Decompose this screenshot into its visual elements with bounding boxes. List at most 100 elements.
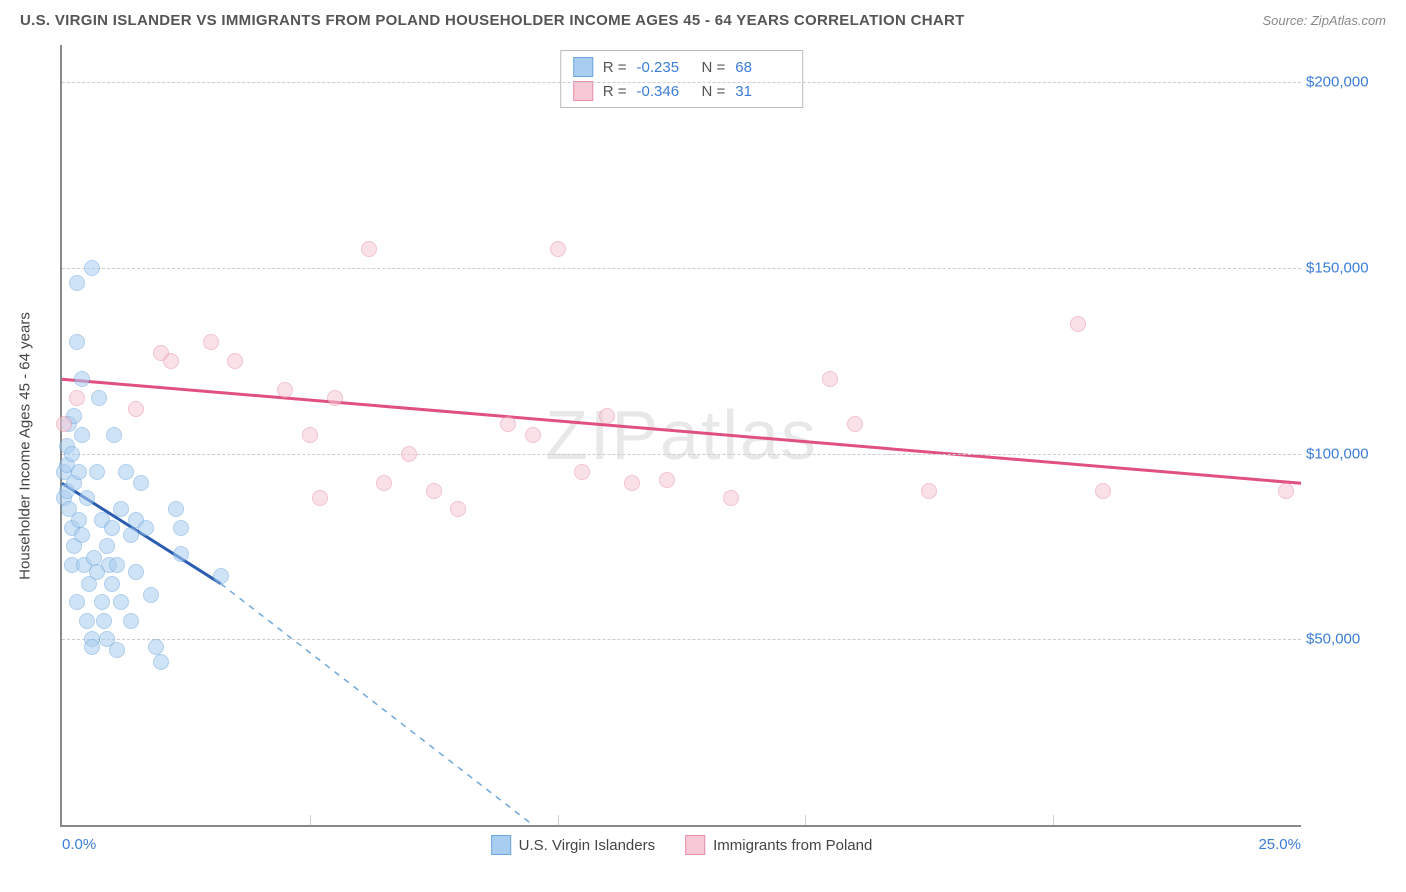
scatter-point [69,594,85,610]
n-value: 68 [735,59,790,76]
n-label: N = [702,59,726,76]
scatter-point [123,527,139,543]
legend-series-label: Immigrants from Poland [713,837,872,854]
n-value: 31 [735,83,790,100]
scatter-point [118,464,134,480]
scatter-point [227,353,243,369]
r-value: -0.346 [637,83,692,100]
scatter-point [163,353,179,369]
scatter-point [91,390,107,406]
scatter-point [104,520,120,536]
legend-series: U.S. Virgin Islanders Immigrants from Po… [491,835,873,855]
scatter-point [173,546,189,562]
scatter-point [128,564,144,580]
scatter-point [153,654,169,670]
legend-swatch [573,57,593,77]
grid-line-h [62,454,1301,455]
x-tick-max: 25.0% [1258,836,1301,853]
scatter-point [104,576,120,592]
scatter-point [173,520,189,536]
scatter-point [525,427,541,443]
legend-series-label: U.S. Virgin Islanders [519,837,655,854]
scatter-point [96,613,112,629]
scatter-point [113,594,129,610]
scatter-point [71,512,87,528]
scatter-point [94,594,110,610]
legend-series-item: U.S. Virgin Islanders [491,835,655,855]
grid-line-h [62,639,1301,640]
legend-swatch [685,835,705,855]
chart-header: U.S. VIRGIN ISLANDER VS IMMIGRANTS FROM … [0,0,1406,40]
legend-swatch [491,835,511,855]
trend-lines-svg [62,45,1301,825]
scatter-point [84,639,100,655]
legend-swatch [573,81,593,101]
scatter-point [133,475,149,491]
scatter-point [847,416,863,432]
trend-line [62,379,1301,483]
y-tick-label: $100,000 [1306,445,1396,462]
chart-source: Source: ZipAtlas.com [1262,13,1386,28]
x-tick-minor [805,815,806,825]
scatter-point [106,427,122,443]
y-tick-label: $200,000 [1306,74,1396,91]
x-tick-minor [558,815,559,825]
scatter-point [74,427,90,443]
scatter-point [168,501,184,517]
scatter-point [203,334,219,350]
scatter-point [128,401,144,417]
r-value: -0.235 [637,59,692,76]
chart-title: U.S. VIRGIN ISLANDER VS IMMIGRANTS FROM … [20,12,965,29]
legend-correlation: R = -0.235 N = 68 R = -0.346 N = 31 [560,50,804,108]
scatter-point [213,568,229,584]
scatter-point [148,639,164,655]
scatter-point [123,613,139,629]
scatter-point [550,241,566,257]
scatter-point [1095,483,1111,499]
scatter-point [89,464,105,480]
scatter-point [327,390,343,406]
scatter-point [109,557,125,573]
scatter-point [659,472,675,488]
scatter-point [723,490,739,506]
plot-area: ZIPatlas R = -0.235 N = 68 R = -0.346 N … [60,45,1301,827]
x-tick-minor [1053,815,1054,825]
scatter-point [113,501,129,517]
scatter-point [599,408,615,424]
scatter-point [64,446,80,462]
x-tick-minor [310,815,311,825]
scatter-point [69,334,85,350]
scatter-point [79,613,95,629]
scatter-point [277,382,293,398]
x-tick-min: 0.0% [62,836,96,853]
scatter-point [921,483,937,499]
legend-correlation-row: R = -0.235 N = 68 [573,55,791,79]
scatter-point [500,416,516,432]
scatter-point [401,446,417,462]
scatter-point [86,550,102,566]
scatter-point [74,527,90,543]
y-tick-label: $50,000 [1306,631,1396,648]
scatter-point [624,475,640,491]
r-label: R = [603,59,627,76]
legend-series-item: Immigrants from Poland [685,835,872,855]
y-axis-label: Householder Income Ages 45 - 64 years [17,312,34,580]
n-label: N = [702,83,726,100]
trend-line [221,584,533,825]
scatter-point [71,464,87,480]
scatter-point [79,490,95,506]
scatter-point [426,483,442,499]
scatter-point [109,642,125,658]
r-label: R = [603,83,627,100]
scatter-point [69,275,85,291]
grid-line-h [62,268,1301,269]
scatter-point [376,475,392,491]
y-tick-label: $150,000 [1306,259,1396,276]
scatter-point [361,241,377,257]
scatter-point [574,464,590,480]
scatter-point [1070,316,1086,332]
grid-line-h [62,82,1301,83]
scatter-point [822,371,838,387]
scatter-point [69,390,85,406]
scatter-point [1278,483,1294,499]
